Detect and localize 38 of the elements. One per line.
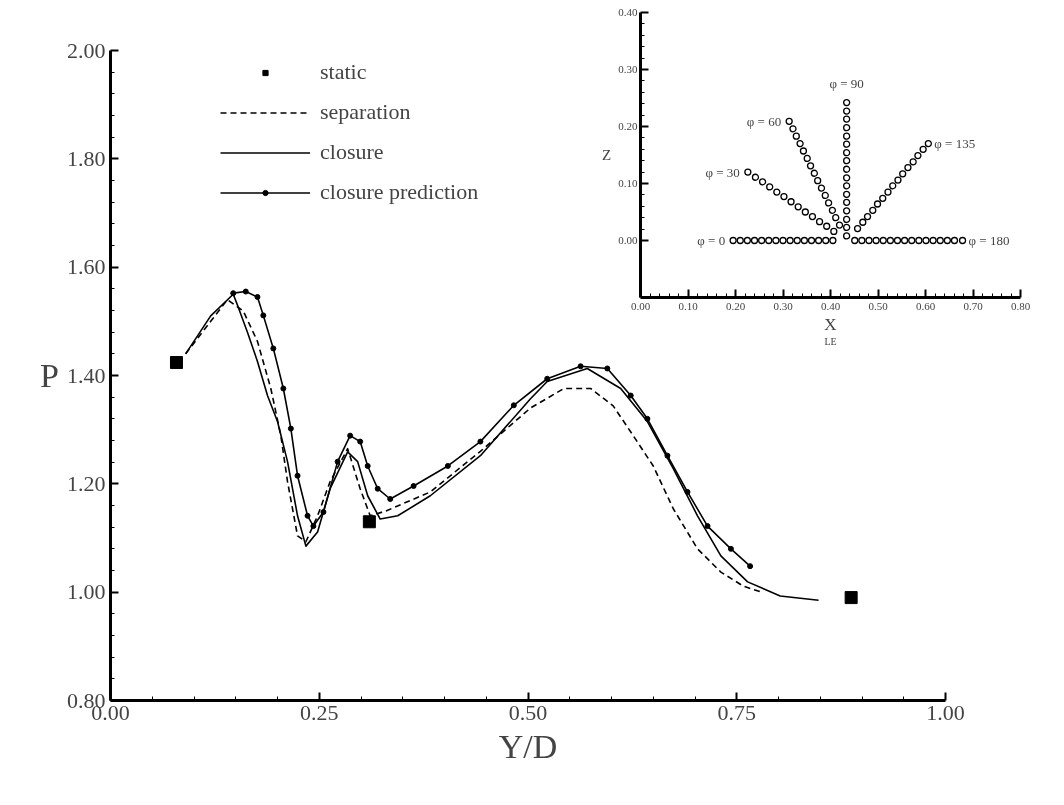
y-tick-label: 0.00 — [618, 234, 638, 246]
x-tick-label: 0.80 — [1010, 299, 1031, 312]
x-tick-label: 0.30 — [773, 299, 794, 312]
legend-label: static — [320, 59, 367, 85]
legend-label: closure — [320, 139, 384, 165]
x-axis-title: XLE — [824, 314, 837, 347]
x-tick-label: 0.10 — [678, 299, 699, 312]
x-tick-label: 0.00 — [630, 299, 651, 312]
x-tick-label: 0.75 — [717, 699, 756, 725]
series-label: φ = 30 — [705, 164, 740, 180]
y-tick-label: 2.00 — [67, 37, 106, 63]
y-tick-label: 0.20 — [618, 120, 638, 132]
series-label: φ = 60 — [746, 113, 782, 129]
x-tick-label: 0.70 — [963, 299, 984, 312]
y-tick-label: 1.60 — [67, 254, 106, 280]
series-label: φ = 0 — [697, 233, 726, 248]
legend-label: closure prediction — [320, 179, 479, 205]
y-tick-label: 1.40 — [67, 362, 106, 388]
y-axis-title: Z — [602, 147, 612, 163]
series-label: φ = 180 — [968, 233, 1010, 248]
y-tick-label: 1.00 — [67, 579, 106, 605]
series-label: φ = 90 — [829, 75, 864, 91]
y-tick-label: 0.40 — [618, 6, 638, 18]
x-tick-label: 0.50 — [868, 299, 889, 312]
x-tick-label: 0.60 — [915, 299, 936, 312]
y-tick-label: 1.20 — [67, 470, 106, 496]
x-tick-label: 1.00 — [926, 699, 965, 725]
x-tick-label: 0.25 — [300, 699, 339, 725]
x-tick-label: 0.40 — [820, 299, 841, 312]
y-tick-label: 1.80 — [67, 145, 106, 171]
x-axis-title: Y/D — [498, 727, 558, 765]
x-tick-label: 0.50 — [508, 699, 548, 725]
y-tick-label: 0.30 — [618, 63, 638, 75]
y-tick-label: 0.10 — [618, 177, 638, 189]
x-tick-label: 0.20 — [725, 299, 746, 312]
y-axis-title: P — [40, 357, 60, 394]
series-label: φ = 135 — [934, 136, 976, 152]
legend-label: separation — [320, 99, 411, 125]
